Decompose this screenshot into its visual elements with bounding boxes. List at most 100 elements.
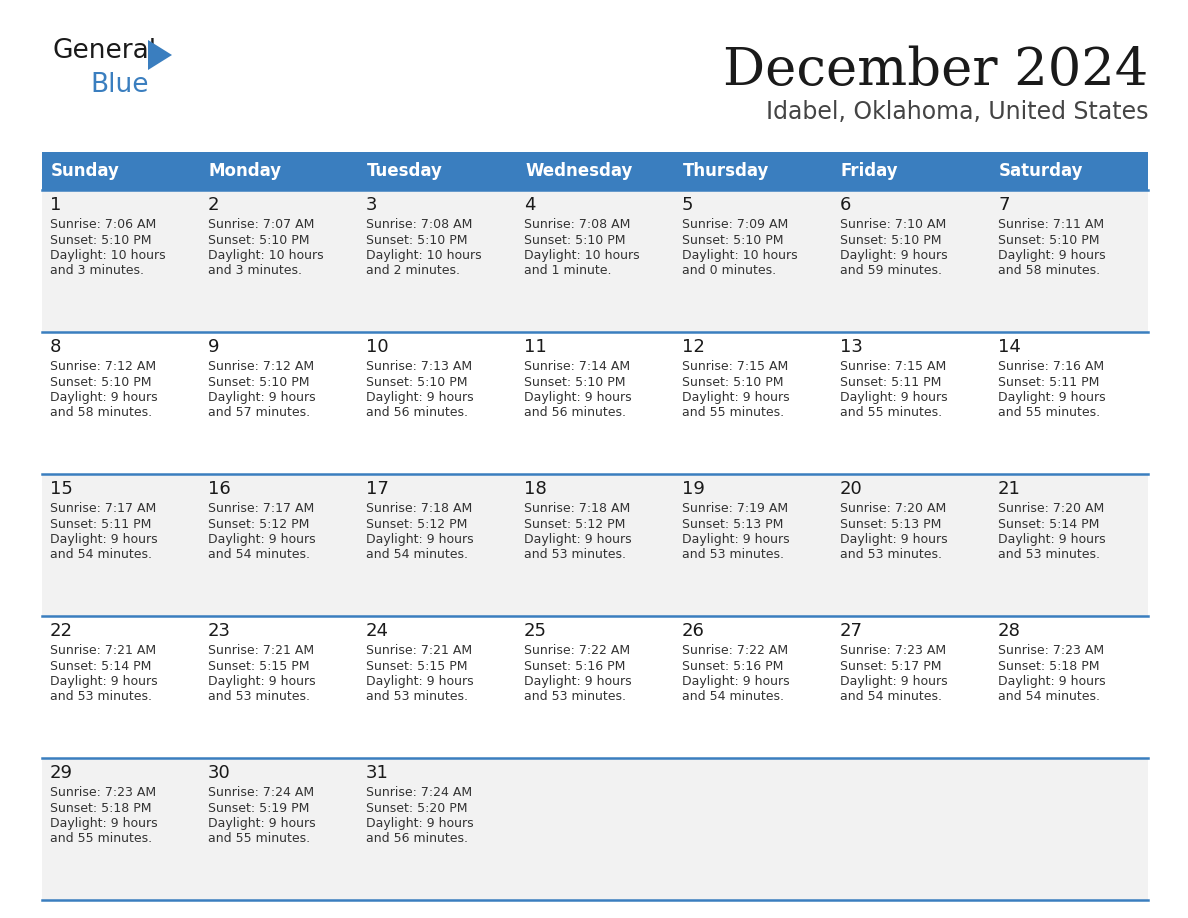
Text: Sunset: 5:10 PM: Sunset: 5:10 PM [682,233,784,247]
Text: Sunrise: 7:22 AM: Sunrise: 7:22 AM [682,644,788,657]
Text: Sunset: 5:10 PM: Sunset: 5:10 PM [208,375,310,388]
Text: and 57 minutes.: and 57 minutes. [208,407,310,420]
Bar [358,758,516,900]
Bar [200,152,358,190]
Text: Sunrise: 7:11 AM: Sunrise: 7:11 AM [998,218,1104,231]
Text: and 53 minutes.: and 53 minutes. [524,548,626,562]
Text: Sunset: 5:16 PM: Sunset: 5:16 PM [524,659,625,673]
Text: and 53 minutes.: and 53 minutes. [208,690,310,703]
Text: Daylight: 9 hours: Daylight: 9 hours [208,817,316,830]
Text: Daylight: 9 hours: Daylight: 9 hours [208,675,316,688]
Text: Sunrise: 7:09 AM: Sunrise: 7:09 AM [682,218,789,231]
Bar [516,474,674,616]
Text: Sunset: 5:12 PM: Sunset: 5:12 PM [366,518,467,531]
Text: 16: 16 [208,480,230,498]
Text: Daylight: 9 hours: Daylight: 9 hours [50,533,158,546]
Text: 10: 10 [366,338,388,356]
Text: Daylight: 9 hours: Daylight: 9 hours [366,391,474,404]
Text: Sunrise: 7:20 AM: Sunrise: 7:20 AM [998,502,1105,515]
Text: and 54 minutes.: and 54 minutes. [366,548,468,562]
Text: Wednesday: Wednesday [525,162,632,180]
Text: Sunrise: 7:24 AM: Sunrise: 7:24 AM [366,786,472,799]
Text: Sunset: 5:16 PM: Sunset: 5:16 PM [682,659,783,673]
Text: Sunrise: 7:17 AM: Sunrise: 7:17 AM [50,502,157,515]
Text: and 53 minutes.: and 53 minutes. [524,690,626,703]
Text: 19: 19 [682,480,704,498]
Text: Sunrise: 7:21 AM: Sunrise: 7:21 AM [366,644,472,657]
Text: 12: 12 [682,338,704,356]
Text: Sunrise: 7:13 AM: Sunrise: 7:13 AM [366,360,472,373]
Text: Daylight: 9 hours: Daylight: 9 hours [50,675,158,688]
Bar [358,474,516,616]
Text: Daylight: 9 hours: Daylight: 9 hours [524,675,632,688]
Bar [674,474,832,616]
Bar [516,152,674,190]
Text: Daylight: 9 hours: Daylight: 9 hours [998,675,1106,688]
Text: and 0 minutes.: and 0 minutes. [682,264,776,277]
Text: Daylight: 9 hours: Daylight: 9 hours [998,249,1106,262]
Text: 1: 1 [50,196,62,214]
Bar [832,332,990,474]
Text: Sunset: 5:10 PM: Sunset: 5:10 PM [524,233,626,247]
Text: Sunrise: 7:23 AM: Sunrise: 7:23 AM [998,644,1104,657]
Text: Daylight: 9 hours: Daylight: 9 hours [840,675,948,688]
Text: 25: 25 [524,622,546,640]
Text: 20: 20 [840,480,862,498]
Bar [358,190,516,332]
Text: and 55 minutes.: and 55 minutes. [998,407,1100,420]
Text: and 53 minutes.: and 53 minutes. [840,548,942,562]
Bar [832,474,990,616]
Text: and 59 minutes.: and 59 minutes. [840,264,942,277]
Text: 11: 11 [524,338,546,356]
Text: Sunset: 5:13 PM: Sunset: 5:13 PM [840,518,941,531]
Bar [200,616,358,758]
Bar [990,616,1148,758]
Text: Sunset: 5:10 PM: Sunset: 5:10 PM [840,233,942,247]
Text: and 55 minutes.: and 55 minutes. [840,407,942,420]
Text: Sunset: 5:20 PM: Sunset: 5:20 PM [366,801,468,814]
Text: Sunrise: 7:24 AM: Sunrise: 7:24 AM [208,786,314,799]
Text: Sunset: 5:15 PM: Sunset: 5:15 PM [366,659,468,673]
Text: Thursday: Thursday [683,162,770,180]
Text: Daylight: 9 hours: Daylight: 9 hours [366,675,474,688]
Text: 24: 24 [366,622,388,640]
Text: Sunrise: 7:18 AM: Sunrise: 7:18 AM [366,502,473,515]
Text: General: General [52,38,156,64]
Text: Sunrise: 7:19 AM: Sunrise: 7:19 AM [682,502,788,515]
Bar [516,190,674,332]
Bar [516,616,674,758]
Text: and 54 minutes.: and 54 minutes. [840,690,942,703]
Text: Sunset: 5:10 PM: Sunset: 5:10 PM [208,233,310,247]
Text: Daylight: 10 hours: Daylight: 10 hours [524,249,639,262]
Bar [674,190,832,332]
Bar [674,758,832,900]
Text: Sunday: Sunday [51,162,120,180]
Text: and 3 minutes.: and 3 minutes. [50,264,144,277]
Text: Sunset: 5:13 PM: Sunset: 5:13 PM [682,518,783,531]
Text: and 55 minutes.: and 55 minutes. [50,833,152,845]
Text: 9: 9 [208,338,220,356]
Text: and 56 minutes.: and 56 minutes. [366,833,468,845]
Text: and 53 minutes.: and 53 minutes. [682,548,784,562]
Text: Sunset: 5:10 PM: Sunset: 5:10 PM [998,233,1100,247]
Text: Monday: Monday [209,162,282,180]
Text: Saturday: Saturday [999,162,1083,180]
Bar [358,332,516,474]
Text: and 53 minutes.: and 53 minutes. [998,548,1100,562]
Text: Daylight: 10 hours: Daylight: 10 hours [682,249,797,262]
Text: 4: 4 [524,196,536,214]
Text: Sunset: 5:10 PM: Sunset: 5:10 PM [50,375,152,388]
Bar [358,152,516,190]
Text: 22: 22 [50,622,72,640]
Text: Sunset: 5:10 PM: Sunset: 5:10 PM [366,375,468,388]
Polygon shape [148,40,172,70]
Text: Sunrise: 7:22 AM: Sunrise: 7:22 AM [524,644,630,657]
Bar [832,616,990,758]
Text: and 53 minutes.: and 53 minutes. [366,690,468,703]
Text: 13: 13 [840,338,862,356]
Text: Sunrise: 7:23 AM: Sunrise: 7:23 AM [840,644,946,657]
Text: Daylight: 9 hours: Daylight: 9 hours [682,533,790,546]
Text: Daylight: 9 hours: Daylight: 9 hours [50,817,158,830]
Text: and 3 minutes.: and 3 minutes. [208,264,302,277]
Text: Idabel, Oklahoma, United States: Idabel, Oklahoma, United States [765,100,1148,124]
